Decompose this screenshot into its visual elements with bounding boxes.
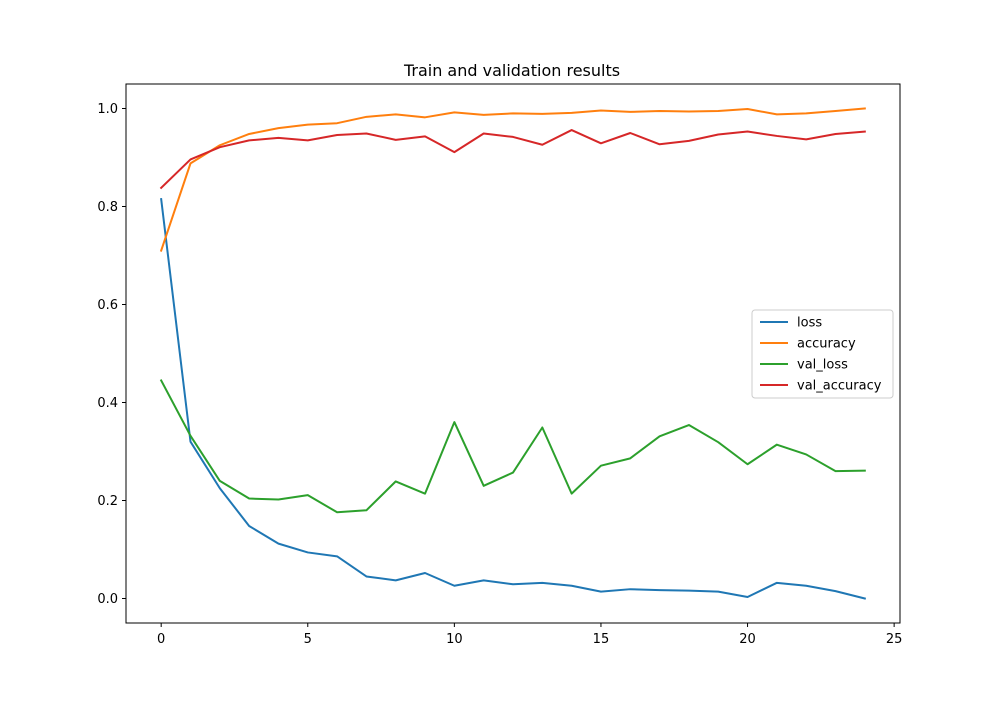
- x-tick-label: 0: [157, 632, 165, 647]
- legend: loss accuracy val_loss val_accuracy: [751, 309, 894, 399]
- x-tick-label: 25: [886, 632, 903, 647]
- y-tick-label: 1.0: [97, 102, 118, 117]
- x-tick-label: 5: [304, 632, 312, 647]
- series-line-val_loss: [159, 379, 866, 514]
- series-line-val_accuracy: [159, 129, 866, 190]
- legend-label-val_accuracy: val_accuracy: [797, 379, 882, 394]
- y-tick-label: 0.0: [97, 592, 118, 607]
- plot-area-frame: [125, 83, 901, 624]
- series-line-accuracy: [159, 107, 866, 252]
- y-tick-label: 0.6: [97, 298, 118, 313]
- x-axis: 0 5 10 15 20 25: [157, 623, 902, 647]
- legend-frame: [751, 309, 894, 399]
- y-tick-label: 0.2: [97, 494, 118, 509]
- x-tick-label: 15: [593, 632, 610, 647]
- series-line-loss: [160, 198, 867, 600]
- y-axis: 0.0 0.2 0.4 0.6 0.8 1.0: [97, 102, 126, 607]
- x-tick-label: 20: [739, 632, 756, 647]
- legend-items: loss accuracy val_loss val_accuracy: [760, 316, 882, 394]
- legend-label-loss: loss: [797, 316, 822, 331]
- series-lines: [159, 107, 867, 600]
- y-tick-label: 0.8: [97, 200, 118, 215]
- legend-label-accuracy: accuracy: [797, 337, 856, 352]
- y-tick-label: 0.4: [97, 396, 118, 411]
- x-tick-label: 10: [446, 632, 463, 647]
- legend-label-val_loss: val_loss: [797, 358, 848, 373]
- chart-title: Train and validation results: [403, 61, 620, 80]
